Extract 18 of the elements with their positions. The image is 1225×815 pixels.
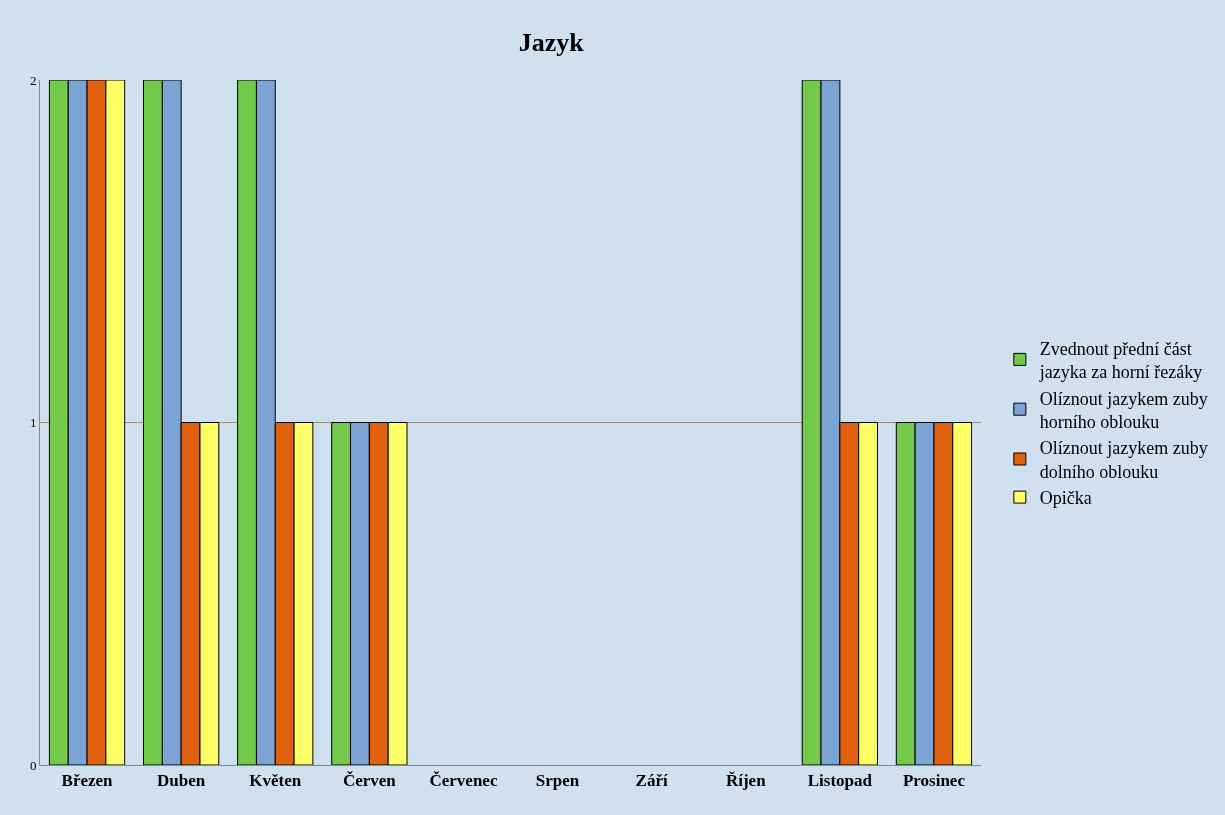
x-tick-label: Listopad xyxy=(807,771,873,791)
x-tick-label: Duben xyxy=(157,771,206,791)
x-tick-label: Březen xyxy=(61,771,114,791)
x-tick-label: Červen xyxy=(342,771,397,791)
y-tick-label: 0 xyxy=(29,757,37,773)
x-tick-label: Květen xyxy=(249,771,302,791)
y-tick-label: 2 xyxy=(29,72,37,88)
x-tick-label: Říjen xyxy=(725,771,767,791)
x-tick-label: Červenec xyxy=(429,771,498,791)
x-tick-label: Prosinec xyxy=(902,771,966,791)
y-tick-label: 1 xyxy=(29,415,37,431)
legend-label: Olíznout jazykem zuby horního oblouku xyxy=(1039,388,1208,432)
legend-label: Opička xyxy=(1039,488,1092,509)
x-tick-label: Srpen xyxy=(535,771,580,791)
chart-title: Jazyk xyxy=(518,27,585,57)
legend-label: Olíznout jazykem zuby dolního oblouku xyxy=(1039,438,1208,482)
x-tick-label: Září xyxy=(635,771,668,791)
legend-label: Zvednout přední část jazyka za horní řezáky xyxy=(1038,338,1203,383)
